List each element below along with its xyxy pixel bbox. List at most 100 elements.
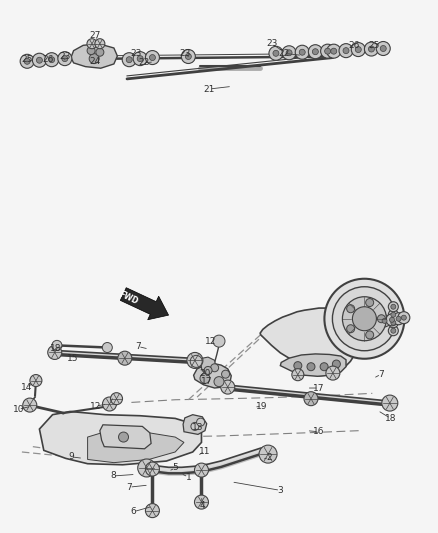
Text: FWD: FWD (117, 290, 139, 306)
Text: 27: 27 (90, 31, 101, 39)
Text: 6: 6 (131, 507, 137, 516)
Circle shape (389, 326, 398, 336)
Circle shape (87, 46, 95, 55)
Circle shape (96, 48, 104, 56)
Circle shape (52, 341, 62, 350)
Circle shape (391, 304, 396, 309)
Circle shape (326, 366, 340, 380)
Circle shape (95, 39, 105, 49)
Text: 23: 23 (59, 52, 71, 61)
Text: 18: 18 (385, 414, 396, 423)
Polygon shape (280, 354, 346, 376)
Circle shape (327, 44, 341, 58)
Circle shape (295, 45, 309, 59)
Circle shape (391, 312, 396, 317)
Circle shape (24, 58, 30, 64)
Circle shape (378, 315, 391, 327)
Circle shape (304, 392, 318, 406)
Circle shape (332, 360, 340, 368)
Circle shape (332, 287, 396, 351)
Text: 26: 26 (348, 42, 360, 50)
Circle shape (299, 49, 305, 55)
Polygon shape (71, 44, 117, 68)
Text: 14: 14 (21, 383, 32, 392)
Text: 11: 11 (199, 447, 211, 456)
Circle shape (331, 48, 337, 54)
Polygon shape (201, 357, 215, 372)
Polygon shape (100, 425, 151, 449)
Text: 26: 26 (42, 55, 54, 64)
Text: 5: 5 (172, 464, 178, 472)
Circle shape (366, 298, 374, 306)
Circle shape (211, 364, 219, 372)
Circle shape (312, 49, 318, 55)
Polygon shape (183, 415, 207, 434)
Circle shape (138, 459, 156, 477)
Circle shape (222, 370, 230, 378)
Circle shape (382, 395, 398, 411)
Circle shape (286, 50, 292, 56)
Circle shape (221, 380, 235, 394)
Circle shape (273, 50, 279, 56)
Circle shape (102, 343, 112, 352)
Circle shape (58, 52, 72, 66)
Circle shape (102, 397, 117, 411)
Circle shape (48, 345, 62, 359)
Circle shape (391, 320, 396, 325)
Circle shape (110, 393, 123, 405)
Circle shape (343, 297, 386, 341)
Circle shape (307, 362, 315, 371)
Text: 2: 2 (267, 453, 272, 462)
Text: 7: 7 (135, 342, 141, 351)
Polygon shape (120, 288, 169, 320)
Circle shape (23, 398, 37, 412)
Circle shape (191, 422, 199, 431)
Text: 21: 21 (204, 85, 215, 93)
Circle shape (346, 325, 355, 333)
Circle shape (122, 53, 136, 67)
Circle shape (292, 369, 304, 381)
Text: 1: 1 (185, 473, 191, 481)
Text: 9: 9 (68, 453, 74, 461)
Circle shape (368, 46, 374, 52)
Circle shape (197, 418, 205, 426)
Circle shape (353, 306, 376, 331)
Circle shape (149, 54, 155, 61)
Circle shape (213, 335, 225, 347)
Circle shape (294, 361, 302, 370)
Circle shape (185, 53, 191, 60)
Circle shape (325, 279, 404, 359)
Text: 22: 22 (278, 49, 290, 58)
Text: 20: 20 (199, 369, 211, 377)
Circle shape (396, 316, 401, 321)
Circle shape (126, 56, 132, 63)
Circle shape (325, 48, 331, 54)
Text: 17: 17 (201, 377, 212, 386)
Text: 16: 16 (313, 427, 325, 436)
Text: 13: 13 (192, 423, 204, 432)
Circle shape (89, 54, 99, 63)
Circle shape (389, 317, 395, 322)
Circle shape (382, 318, 387, 324)
Circle shape (321, 44, 335, 58)
Circle shape (398, 312, 410, 324)
Text: 23: 23 (266, 39, 277, 48)
Circle shape (378, 314, 385, 323)
Polygon shape (194, 364, 231, 388)
Text: 4: 4 (200, 501, 205, 510)
Circle shape (343, 47, 349, 54)
Circle shape (30, 375, 42, 386)
Text: 25: 25 (369, 42, 380, 50)
Circle shape (269, 46, 283, 60)
Circle shape (389, 302, 398, 312)
Circle shape (119, 432, 128, 442)
Circle shape (20, 54, 34, 68)
Circle shape (190, 356, 202, 367)
Circle shape (194, 463, 208, 477)
Circle shape (380, 45, 386, 52)
Circle shape (259, 445, 277, 463)
Circle shape (45, 53, 59, 67)
Polygon shape (260, 308, 358, 376)
Circle shape (32, 53, 46, 67)
Circle shape (204, 366, 212, 375)
